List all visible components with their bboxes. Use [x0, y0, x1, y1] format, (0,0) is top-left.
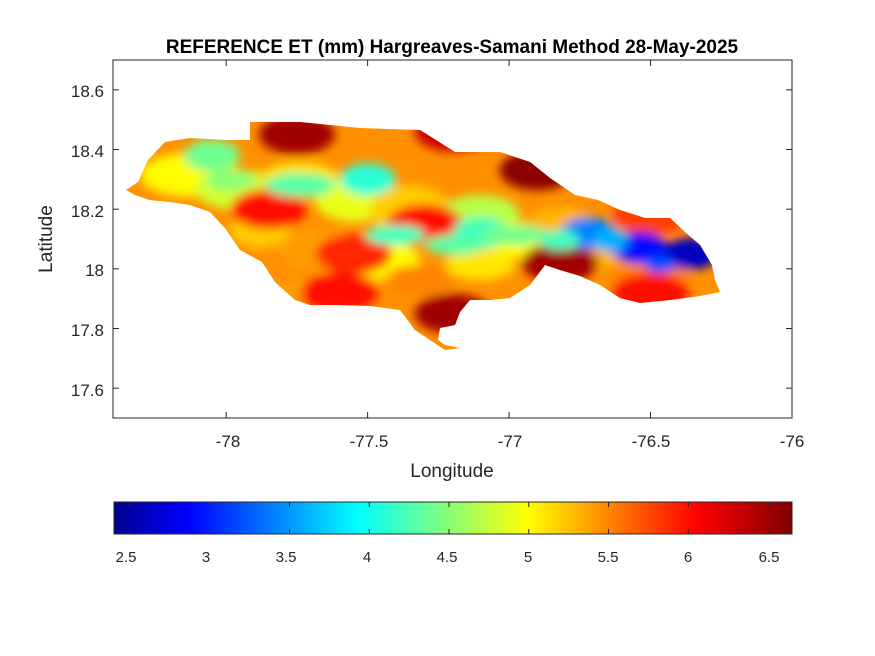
x-tick-label: -77: [498, 432, 523, 451]
colorbar-tick-label: 2.5: [116, 549, 137, 566]
x-tick-label: -76.5: [632, 432, 671, 451]
x-tick-labels: -78 -77.5 -77 -76.5 -76: [216, 432, 805, 451]
et-coldspot: [339, 163, 396, 196]
axis-ticks: [113, 60, 793, 418]
et-cool-streak: [365, 225, 425, 245]
et-cool-streak: [592, 228, 628, 252]
y-tick-label: 17.6: [71, 381, 104, 400]
y-tick-labels: 18.6 18.4 18.2 18 17.8 17.6: [71, 82, 104, 400]
colorbar-tick-label: 3: [202, 549, 210, 566]
y-tick-label: 17.8: [71, 321, 104, 340]
y-tick-label: 18.6: [71, 82, 104, 101]
et-patch: [445, 250, 515, 280]
et-hotspot: [230, 189, 307, 230]
x-tick-label: -77.5: [350, 432, 389, 451]
et-cool-streak: [480, 225, 550, 245]
colorbar-ticks: [129, 502, 769, 534]
y-tick-label: 18.4: [71, 142, 104, 161]
colorbar: 2.5 3 3.5 4 4.5 5 5.5 6 6.5: [113, 501, 793, 566]
et-cool-streak: [265, 173, 335, 197]
colorbar-tick-label: 3.5: [276, 549, 297, 566]
et-coldspot: [184, 139, 241, 172]
x-axis-label: Longitude: [410, 461, 493, 482]
chart-title: REFERENCE ET (mm) Hargreaves-Samani Meth…: [166, 37, 739, 58]
x-tick-label: -78: [216, 432, 241, 451]
y-tick-label: 18.2: [71, 202, 104, 221]
colorbar-tick-label: 4: [363, 549, 371, 566]
colorbar-gradient: [113, 501, 793, 535]
et-cool-streak: [205, 170, 255, 190]
x-tick-label: -76: [780, 432, 805, 451]
et-cool-streak: [425, 235, 485, 255]
colorbar-tick-label: 6: [684, 549, 692, 566]
et-cool-streak: [645, 257, 675, 273]
y-tick-label: 18: [85, 261, 104, 280]
colorbar-tick-label: 4.5: [437, 549, 458, 566]
et-hotspot: [301, 272, 378, 313]
et-cool-streak: [540, 230, 580, 250]
colorbar-tick-label: 6.5: [759, 549, 780, 566]
colorbar-tick-labels: 2.5 3 3.5 4 4.5 5 5.5 6 6.5: [116, 549, 780, 566]
et-patch: [385, 265, 455, 295]
y-axis-label: Latitude: [36, 205, 57, 273]
colorbar-tick-label: 5: [524, 549, 532, 566]
et-hotspot: [258, 122, 335, 155]
et-hotspot: [315, 233, 392, 274]
colorbar-tick-label: 5.5: [598, 549, 619, 566]
